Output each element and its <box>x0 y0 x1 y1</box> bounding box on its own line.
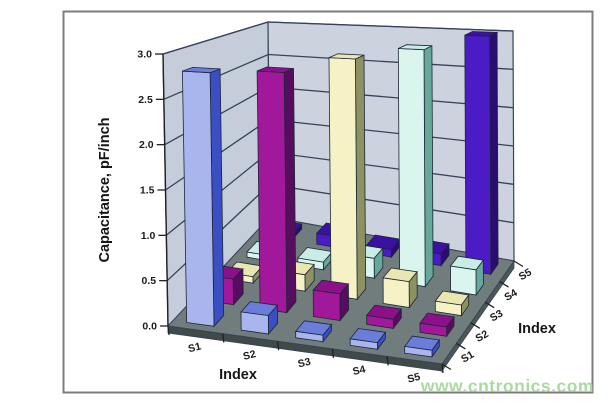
bar-S2-x3 <box>312 279 350 322</box>
depth-axis-label: S1 <box>459 349 476 366</box>
bar-S1-x5 <box>403 335 441 359</box>
x-axis-tick <box>441 363 444 374</box>
wall-gridline <box>162 21 514 55</box>
depth-axis-label: S3 <box>488 307 505 324</box>
bar-top-face <box>182 66 221 74</box>
bar-front-face <box>312 289 341 321</box>
axes-layer: 0.0 0.5 1.0 1.5 2.0 2.5 3.0 Capacitance, pF/inc… <box>97 49 556 386</box>
value-axis-tick-label: 0.0 <box>142 321 157 333</box>
bar-front-face <box>397 48 426 288</box>
value-axis-tick-label: 3.0 <box>137 49 152 61</box>
value-axis-title: Capacitance, pF/inch <box>97 117 113 262</box>
bar-top-face <box>403 335 441 351</box>
x-axis-title: Index <box>219 367 257 383</box>
x-axis-label: S3 <box>297 356 313 371</box>
depth-axis-title: Index <box>518 321 556 337</box>
depth-axis-tick <box>470 322 481 329</box>
bar-top-face <box>434 290 470 306</box>
bar-S1-x3 <box>294 320 333 343</box>
depth-axis-label: S2 <box>474 328 491 345</box>
bar-S1-x1 <box>181 66 225 328</box>
x-axis-tick <box>222 333 225 343</box>
bar-front-face <box>256 70 288 314</box>
bar-front-face <box>181 70 215 327</box>
bar-top-face <box>240 301 279 316</box>
x-axis-tick <box>276 341 280 351</box>
bar-S2-x4 <box>365 304 403 330</box>
x-axis-label: S5 <box>406 371 422 386</box>
watermark: www.cntronics.com <box>420 376 594 396</box>
depth-axis-tick <box>456 342 466 350</box>
depth-axis-label: S4 <box>502 287 519 304</box>
bar-S5-x5 <box>464 31 499 276</box>
bar-S1-x4 <box>349 328 387 351</box>
bar-front-face <box>464 34 492 275</box>
bar-S1-x2 <box>240 301 279 336</box>
bar-front-face <box>450 265 477 296</box>
bar-S2-x5 <box>419 312 455 338</box>
bar-top-face <box>328 53 365 60</box>
bar-S4-x4 <box>397 44 434 288</box>
depth-axis-tick <box>484 301 495 309</box>
chart-border <box>62 10 594 394</box>
x-axis-tick <box>331 348 335 358</box>
bar-top-face <box>449 255 485 271</box>
bars-layer <box>181 31 499 359</box>
bar-front-face <box>382 277 410 308</box>
depth-axis-tick <box>513 260 524 268</box>
bar-S2-x2 <box>256 66 297 314</box>
bar-top-face <box>382 267 418 283</box>
bar-S3-x4 <box>382 267 418 309</box>
value-axis-tick-label: 2.5 <box>138 94 153 106</box>
x-axis-label: S4 <box>351 363 367 378</box>
bar-S3-x5 <box>434 290 470 317</box>
bar-top-face <box>256 66 294 73</box>
bar-top-face <box>365 304 403 320</box>
bar-S4-x5 <box>449 255 485 297</box>
bar-S3-x3 <box>328 53 367 301</box>
x-axis-label: S2 <box>242 348 258 363</box>
bar-top-face <box>349 328 387 344</box>
bar-top-face <box>398 44 433 51</box>
x-axis-label: S1 <box>187 340 203 355</box>
x-axis-tick <box>386 356 389 366</box>
bar-top-face <box>464 31 499 37</box>
value-axis-tick-label: 1.0 <box>141 230 156 242</box>
value-axis-tick-label: 0.5 <box>142 275 157 287</box>
x-axis-tick <box>167 325 170 336</box>
bar-top-face <box>312 279 350 295</box>
bar-top-face <box>294 320 333 336</box>
bar-front-face <box>328 57 358 300</box>
value-axis-tick-label: 1.5 <box>140 185 155 197</box>
bar-top-face <box>419 312 455 328</box>
value-axis-tick-label: 2.0 <box>139 139 154 151</box>
depth-axis-tick <box>499 281 509 288</box>
depth-axis-tick <box>441 363 452 371</box>
depth-axis-label: S5 <box>517 266 534 283</box>
